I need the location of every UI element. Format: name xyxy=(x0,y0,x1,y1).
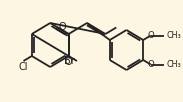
Text: O: O xyxy=(59,22,66,32)
Text: CH₃: CH₃ xyxy=(166,60,181,69)
Text: Cl: Cl xyxy=(19,62,28,72)
Text: O: O xyxy=(147,31,154,40)
Text: O: O xyxy=(147,60,154,69)
Text: Br: Br xyxy=(64,56,75,66)
Text: O: O xyxy=(65,57,72,67)
Text: CH₃: CH₃ xyxy=(166,31,181,40)
